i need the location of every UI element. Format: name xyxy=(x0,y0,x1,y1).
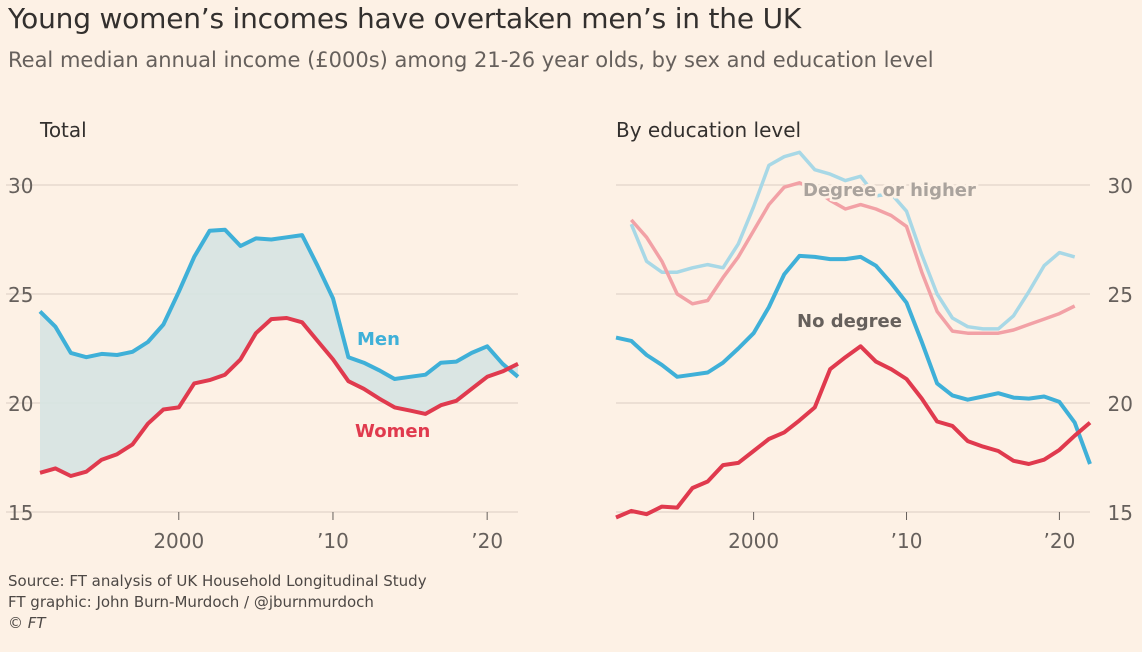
gap-area-0 xyxy=(40,229,518,476)
panel-title-1: By education level xyxy=(616,118,801,142)
chart-subtitle: Real median annual income (£000s) among … xyxy=(8,48,934,72)
x-tick-label-0-2010: ’10 xyxy=(317,529,349,553)
series-line-1-women_light xyxy=(629,181,1076,335)
x-tick-label-1-2020: ’20 xyxy=(1044,529,1076,553)
series-line-1-women xyxy=(615,344,1092,520)
y-tick-label-1-25: 25 xyxy=(1108,283,1133,307)
series-label-1-men_light: Degree or higher xyxy=(803,180,976,201)
chart-title: Young women’s incomes have overtaken men… xyxy=(8,2,802,35)
chart-canvas: Total 15 20 25 30 2000 ’10 ’20 Men Women By educat… xyxy=(6,118,1133,553)
series-line-1-men_light xyxy=(629,150,1076,331)
y-tick-label-1-20: 20 xyxy=(1108,392,1133,416)
series-line-0-women xyxy=(39,316,519,478)
series-label-0-men: Men xyxy=(357,329,400,350)
y-tick-label-1-15: 15 xyxy=(1108,501,1133,525)
series-label-0-women: Women xyxy=(355,421,430,442)
y-tick-label-1-30: 30 xyxy=(1108,174,1133,198)
footer: Source: FT analysis of UK Household Long… xyxy=(8,571,427,634)
y-tick-label-0-25: 25 xyxy=(8,283,33,307)
source-note: Source: FT analysis of UK Household Long… xyxy=(8,572,427,590)
series-line-1-men xyxy=(615,253,1092,465)
x-tick-label-0-2020: ’20 xyxy=(471,529,503,553)
copyright-note: © FT xyxy=(8,614,46,632)
series-label-1-men: No degree xyxy=(797,311,902,332)
panel-title-0: Total xyxy=(39,118,87,142)
series-line-0-men xyxy=(38,227,520,381)
x-tick-label-1-2010: ’10 xyxy=(891,529,923,553)
x-tick-label-0-2000: 2000 xyxy=(153,529,204,553)
x-tick-label-1-2000: 2000 xyxy=(728,529,779,553)
y-tick-label-0-15: 15 xyxy=(8,501,33,525)
credit-note: FT graphic: John Burn-Murdoch / @jburnmu… xyxy=(8,593,374,611)
y-tick-label-0-30: 30 xyxy=(8,174,33,198)
y-tick-label-0-20: 20 xyxy=(8,392,33,416)
